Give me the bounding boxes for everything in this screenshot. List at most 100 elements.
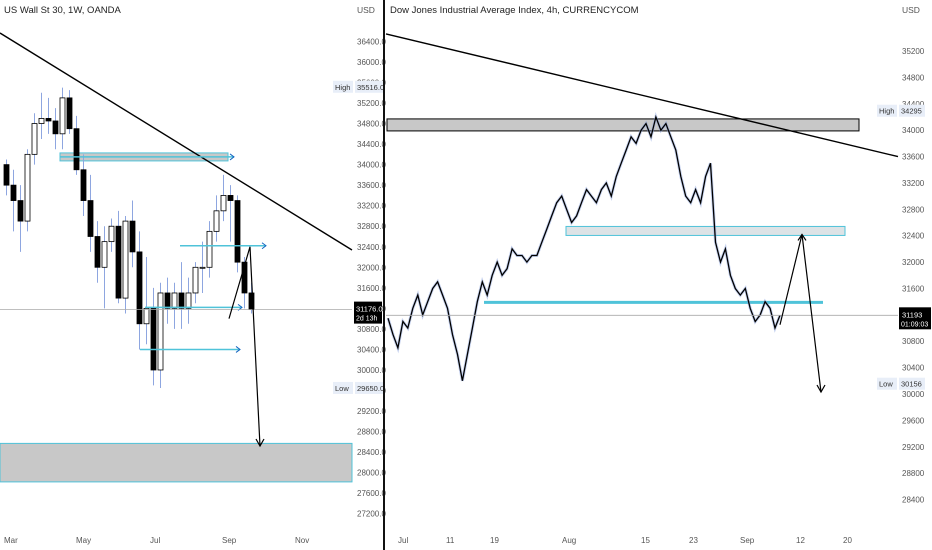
right-y-tick-label: 33600 [902, 153, 925, 162]
right-y-tick-label: 34400 [902, 100, 925, 109]
left-candle-body [45, 118, 52, 122]
right-low-tag-label: Low [879, 380, 893, 389]
right-last-price-bg [899, 307, 931, 330]
right-price-series [386, 111, 782, 382]
left-projection-path [228, 246, 261, 447]
right-trendline [385, 33, 899, 158]
left-candle-body [122, 220, 129, 299]
right-y-tick-label: 32800 [902, 205, 925, 214]
right-last-price-sub: 01:09:03 [901, 321, 928, 328]
right-x-tick-label: 20 [843, 536, 852, 545]
left-projection-arrowhead [255, 438, 265, 448]
right-y-axis: 35200 34800 34400 34000 33600 33200 32800 32400… [902, 47, 925, 504]
right-x-tick-label: Aug [562, 536, 576, 545]
right-currency-label: USD [902, 5, 920, 15]
right-y-tick-label: 28400 [902, 496, 925, 505]
left-candle-body [59, 97, 66, 135]
left-candle-body [94, 236, 101, 268]
right-low-tag-value-bg [899, 377, 925, 390]
left-candle-body [241, 261, 248, 294]
right-zones [386, 118, 860, 304]
left-level-arrow-4-head [235, 346, 241, 353]
left-candle-body [31, 123, 38, 155]
left-y-tick-label: 34000.0 [357, 161, 386, 170]
left-candles [3, 87, 255, 388]
left-supply-zone [0, 442, 353, 483]
left-candle-body [80, 169, 87, 201]
left-y-tick-label: 36400.0 [357, 37, 386, 46]
right-last-price-value: 31193 [902, 310, 922, 319]
right-high-tag-label-bg [877, 104, 897, 117]
right-x-tick-label: 19 [490, 536, 499, 545]
left-low-tag-label-bg [333, 381, 353, 394]
right-y-tick-label: 29200 [902, 443, 925, 452]
left-y-tick-label: 28000.0 [357, 469, 386, 478]
left-last-price-bg [354, 301, 382, 324]
right-y-tick-label: 30800 [902, 337, 925, 346]
left-y-tick-label: 31600.0 [357, 284, 386, 293]
right-high-tag-label: High [879, 107, 894, 116]
right-low-tag-value: 30156 [901, 380, 922, 389]
left-candle-body [171, 292, 178, 309]
right-y-tick-label: 30400 [902, 364, 925, 373]
left-x-tick-label: Mar [4, 536, 18, 545]
right-price-tags: High 34295 Low 30156 31193 01:09:03 [877, 104, 931, 390]
right-projection-arrowhead [816, 384, 826, 394]
left-y-tick-label: 34400.0 [357, 140, 386, 149]
left-currency-label: USD [357, 5, 375, 15]
left-candle-body [52, 120, 59, 135]
left-y-tick-label: 30400.0 [357, 345, 386, 354]
right-y-tick-label: 28800 [902, 469, 925, 478]
left-low-tag-value-bg [355, 381, 385, 394]
right-x-tick-label: Jul [398, 536, 408, 545]
right-y-tick-label: 30000 [902, 390, 925, 399]
left-last-price-value: 31176.0 [356, 305, 383, 314]
right-low-tag-label-bg [877, 377, 897, 390]
right-x-tick-label: Sep [740, 536, 755, 545]
left-x-axis: Mar May Jul Sep Nov [4, 536, 309, 545]
right-mid-zone [565, 225, 846, 236]
left-candle-body [199, 266, 206, 269]
left-x-tick-label: Jul [150, 536, 160, 545]
right-y-tick-label: 29600 [902, 416, 925, 425]
left-candle-body [185, 292, 192, 309]
left-candle-body [157, 292, 164, 371]
right-panel: Dow Jones Industrial Average Index, 4h, … [385, 5, 931, 545]
left-candle-body [115, 225, 122, 299]
left-y-tick-label: 32800.0 [357, 222, 386, 231]
left-candle-body [17, 200, 24, 222]
right-x-tick-label: 15 [641, 536, 650, 545]
left-y-tick-label: 34800.0 [357, 120, 386, 129]
right-y-tick-label: 35200 [902, 47, 925, 56]
right-drawings [385, 33, 899, 394]
left-candle-body [192, 266, 199, 294]
left-candle-body [213, 210, 220, 232]
right-price-line [387, 114, 781, 381]
right-y-tick-label: 33200 [902, 179, 925, 188]
right-x-axis: Jul 11 19 Aug 15 23 Sep 12 20 [398, 536, 852, 545]
right-y-tick-label: 32400 [902, 232, 925, 241]
left-high-tag-label: High [335, 83, 350, 92]
left-high-tag-value-bg [355, 80, 385, 93]
left-drawings [0, 32, 353, 448]
right-y-tick-label: 31600 [902, 284, 925, 293]
left-candle-body [227, 195, 234, 201]
left-level-arrow-1-head [229, 153, 235, 161]
left-panel: US Wall St 30, 1W, OANDA USD 36400.0 3600… [0, 5, 386, 545]
right-price-wicks [386, 111, 782, 382]
right-x-tick-label: 11 [446, 536, 455, 545]
left-candle-body [143, 307, 150, 325]
left-price-tags: High 35516.0 Low 29650.0 31176.0 2d 13h [333, 80, 385, 394]
left-y-tick-label: 33600.0 [357, 181, 386, 190]
right-top-zone [386, 118, 860, 132]
left-high-tag-value: 35516.0 [357, 83, 384, 92]
left-candle-body [10, 184, 17, 201]
left-candle-body [129, 220, 136, 253]
left-y-tick-label: 30800.0 [357, 325, 386, 334]
left-candle-body [101, 241, 108, 268]
left-y-tick-label: 29200.0 [357, 407, 386, 416]
right-high-tag-value-bg [899, 104, 925, 117]
left-candle-body [24, 153, 31, 222]
left-trendline [0, 32, 353, 251]
